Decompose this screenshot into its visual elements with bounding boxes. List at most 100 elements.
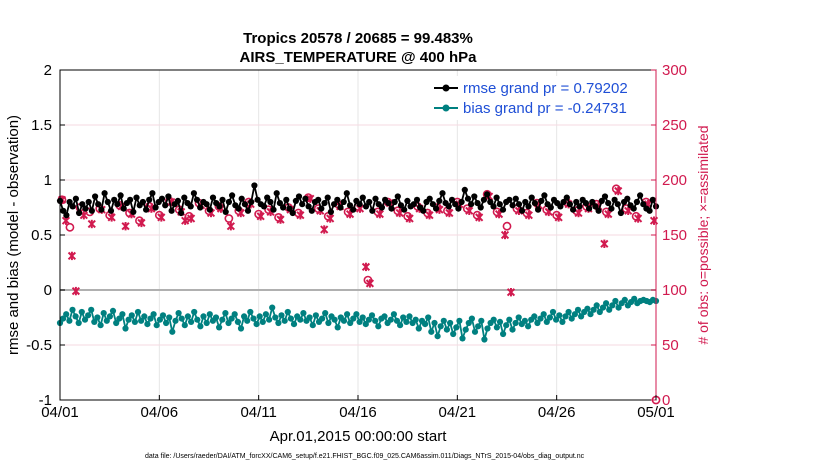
rmse-point [410, 201, 417, 208]
bias-point [359, 314, 366, 321]
bias-point [228, 315, 235, 322]
rmse-point [117, 192, 124, 199]
obs-assimilated-marker [624, 206, 633, 215]
bias-point [91, 318, 98, 325]
bias-point [584, 305, 591, 312]
bias-point [484, 325, 491, 332]
bias-point [256, 313, 263, 320]
rmse-point [127, 196, 134, 203]
right-tick-label: 250 [662, 117, 687, 134]
rmse-point [426, 195, 433, 202]
bias-point [506, 316, 513, 323]
rmse-point [72, 195, 79, 202]
rmse-point [439, 190, 446, 197]
obs-assimilated-marker [256, 212, 265, 221]
bias-point [103, 317, 110, 324]
bias-point [216, 324, 223, 331]
rmse-point [484, 191, 491, 198]
bias-point [122, 325, 129, 332]
obs-assimilated-marker [574, 208, 583, 218]
rmse-point [203, 201, 210, 208]
rmse-point [104, 198, 111, 206]
bias-point [194, 316, 201, 323]
rmse-point [582, 200, 590, 207]
rmse-point [617, 209, 625, 217]
rmse-point [241, 201, 248, 208]
obs-assimilated-marker [614, 186, 623, 196]
bias-point [478, 317, 485, 324]
bias-point [609, 302, 616, 309]
bias-series [56, 295, 660, 343]
rmse-point [586, 205, 593, 212]
bias-point [462, 326, 469, 333]
bias-point [368, 312, 376, 319]
bias-point [562, 313, 569, 320]
bias-point [287, 315, 294, 322]
bias-point [447, 319, 454, 327]
right-tick-label: 200 [662, 172, 687, 189]
rmse-point [413, 196, 421, 203]
bias-point [181, 322, 188, 329]
rmse-point [264, 194, 271, 201]
obs-assimilated-marker [475, 213, 484, 222]
rmse-point [85, 198, 92, 206]
obs-assimilated-marker [296, 211, 305, 220]
bias-point [440, 317, 447, 324]
bias-point [587, 311, 594, 318]
bias-point [500, 330, 507, 338]
rmse-point [605, 200, 612, 207]
rmse-point [458, 198, 465, 206]
bias-point [325, 319, 332, 327]
bias-point [615, 304, 622, 311]
bias-point [319, 315, 326, 322]
bias-point [156, 316, 163, 323]
bias-point [443, 326, 450, 333]
bias-point [306, 314, 313, 321]
right-tick-label: 0 [662, 392, 670, 409]
rmse-point [471, 193, 478, 200]
rmse-point [531, 200, 539, 207]
bias-point [250, 315, 257, 322]
left-tick-label: -0.5 [26, 337, 52, 354]
bias-point [153, 322, 160, 329]
rmse-point [570, 206, 577, 213]
data-file-footnote: data file: /Users/raeder/DAI/ATM_forcXX/… [145, 453, 585, 460]
rmse-point [557, 203, 564, 210]
bias-point [574, 306, 582, 313]
rmse-point [190, 190, 197, 197]
rmse-point [254, 196, 261, 203]
rmse-point [640, 201, 647, 208]
bias-point [537, 315, 544, 322]
bias-point [88, 306, 95, 313]
rmse-point [404, 197, 411, 204]
bias-point [297, 316, 304, 323]
obs-assimilated-marker [465, 206, 474, 215]
rmse-point [362, 203, 370, 210]
rmse-point [369, 207, 376, 214]
rmse-series [56, 182, 660, 219]
rmse-point [637, 192, 644, 199]
rmse-point [331, 201, 338, 208]
rmse-point [143, 206, 150, 213]
bias-point [372, 317, 379, 324]
bias-point [94, 314, 101, 321]
rmse-point [366, 198, 373, 206]
bias-point [81, 316, 89, 323]
bias-point [356, 318, 363, 325]
bias-point [69, 306, 76, 313]
rmse-point [260, 203, 268, 210]
bias-point [191, 308, 198, 316]
bias-point [300, 310, 307, 317]
rmse-point [321, 200, 328, 207]
legend-rmse-marker [442, 84, 450, 92]
bias-point [222, 310, 229, 317]
bias-point [406, 313, 413, 320]
rmse-point [178, 209, 185, 217]
rmse-point [566, 201, 574, 208]
bias-point [231, 311, 238, 318]
left-tick-label: 1 [44, 172, 52, 189]
bias-point [428, 328, 435, 335]
obs-possible-marker [224, 214, 234, 223]
rmse-point [162, 202, 169, 209]
bias-point [141, 313, 148, 320]
